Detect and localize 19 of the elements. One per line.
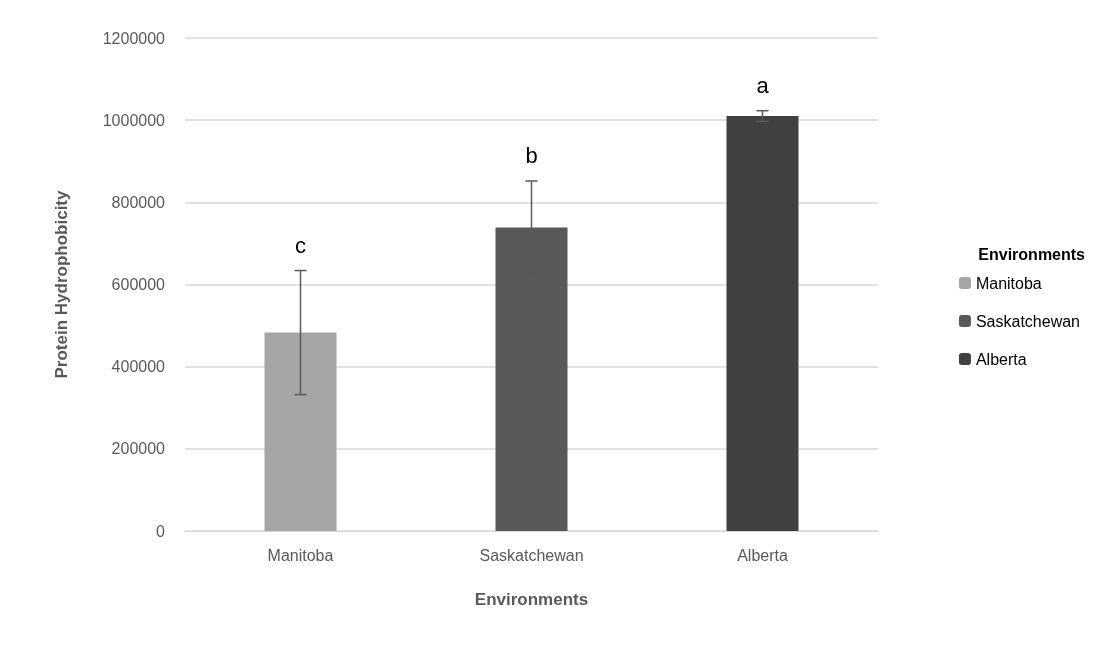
- legend-label: Saskatchewan: [975, 312, 1080, 330]
- y-axis-title: Protein Hydrophobicity: [52, 189, 71, 379]
- legend-label: Alberta: [975, 350, 1027, 368]
- y-tick-label: 0: [156, 522, 166, 540]
- annotation: a: [756, 73, 770, 99]
- y-tick-label: 1000000: [102, 111, 166, 129]
- legend-title: Environments: [978, 245, 1086, 263]
- annotation: c: [295, 233, 306, 259]
- y-tick-label: 200000: [111, 440, 166, 458]
- y-tick-label: 600000: [111, 276, 166, 293]
- y-tick-label: 400000: [111, 358, 166, 376]
- x-tick-label: Saskatchewan: [479, 546, 584, 564]
- y-tick-label: 800000: [111, 193, 166, 211]
- annotation: b: [525, 143, 538, 169]
- y-tick-label: 1200000: [102, 29, 166, 47]
- x-tick-label: Alberta: [737, 546, 788, 564]
- legend-label: Manitoba: [975, 274, 1042, 292]
- x-axis-title: Environments: [474, 590, 589, 609]
- x-tick-label: Manitoba: [267, 546, 334, 564]
